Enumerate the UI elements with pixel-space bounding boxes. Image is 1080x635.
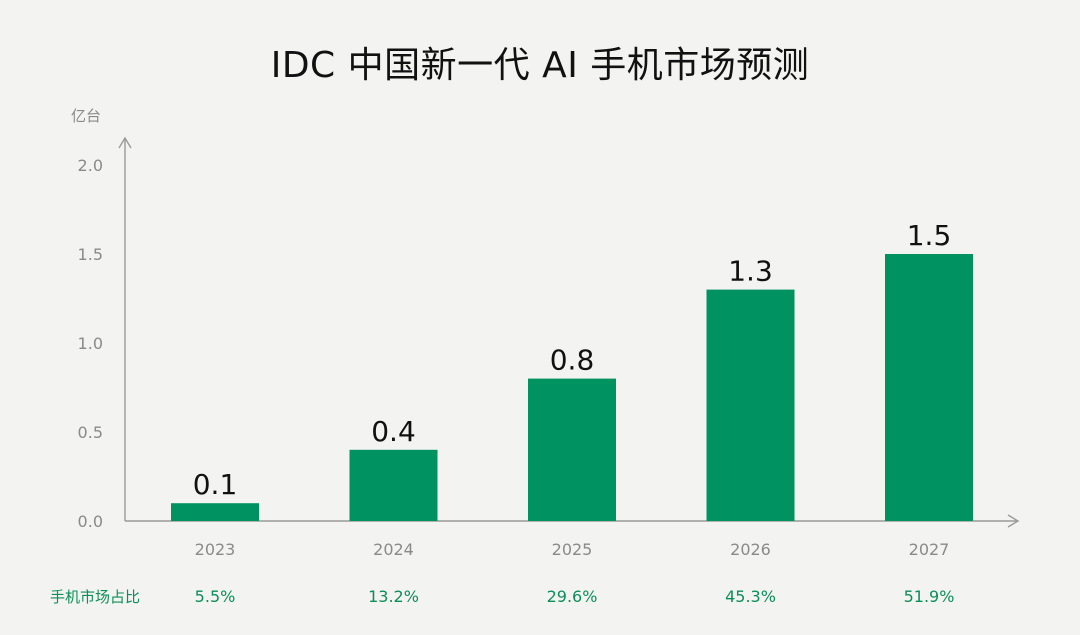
market-share-value: 51.9% xyxy=(904,587,955,606)
x-axis-arrow xyxy=(1007,514,1020,528)
y-axis-arrow xyxy=(118,136,132,149)
data-label: 1.3 xyxy=(728,255,773,288)
bar-2025 xyxy=(528,378,616,521)
y-tick-label: 1.0 xyxy=(78,334,103,353)
x-tick-label: 2023 xyxy=(195,540,236,559)
data-label: 0.1 xyxy=(193,468,238,501)
bar-2024 xyxy=(349,449,438,521)
market-share-value: 29.6% xyxy=(547,587,598,606)
market-share-row-label: 手机市场占比 xyxy=(50,588,140,606)
bar-2023 xyxy=(171,503,259,521)
x-tick-label: 2025 xyxy=(552,540,593,559)
chart-title: IDC 中国新一代 AI 手机市场预测 xyxy=(270,45,810,86)
x-tick-label: 2026 xyxy=(730,540,771,559)
data-label: 0.8 xyxy=(550,344,595,377)
data-label: 0.4 xyxy=(371,415,416,448)
bar-2026 xyxy=(706,289,795,521)
market-share-value: 5.5% xyxy=(195,587,236,606)
market-share-value: 45.3% xyxy=(725,587,776,606)
data-label: 1.5 xyxy=(907,219,952,252)
x-tick-label: 2027 xyxy=(909,540,950,559)
x-tick-label: 2024 xyxy=(373,540,414,559)
y-tick-label: 1.5 xyxy=(78,245,103,264)
y-axis-unit-label: 亿台 xyxy=(71,107,101,125)
y-tick-label: 2.0 xyxy=(78,156,103,175)
bar-2027 xyxy=(885,254,973,521)
y-tick-label: 0.0 xyxy=(78,512,103,531)
y-tick-label: 0.5 xyxy=(78,423,103,442)
market-share-value: 13.2% xyxy=(368,587,419,606)
